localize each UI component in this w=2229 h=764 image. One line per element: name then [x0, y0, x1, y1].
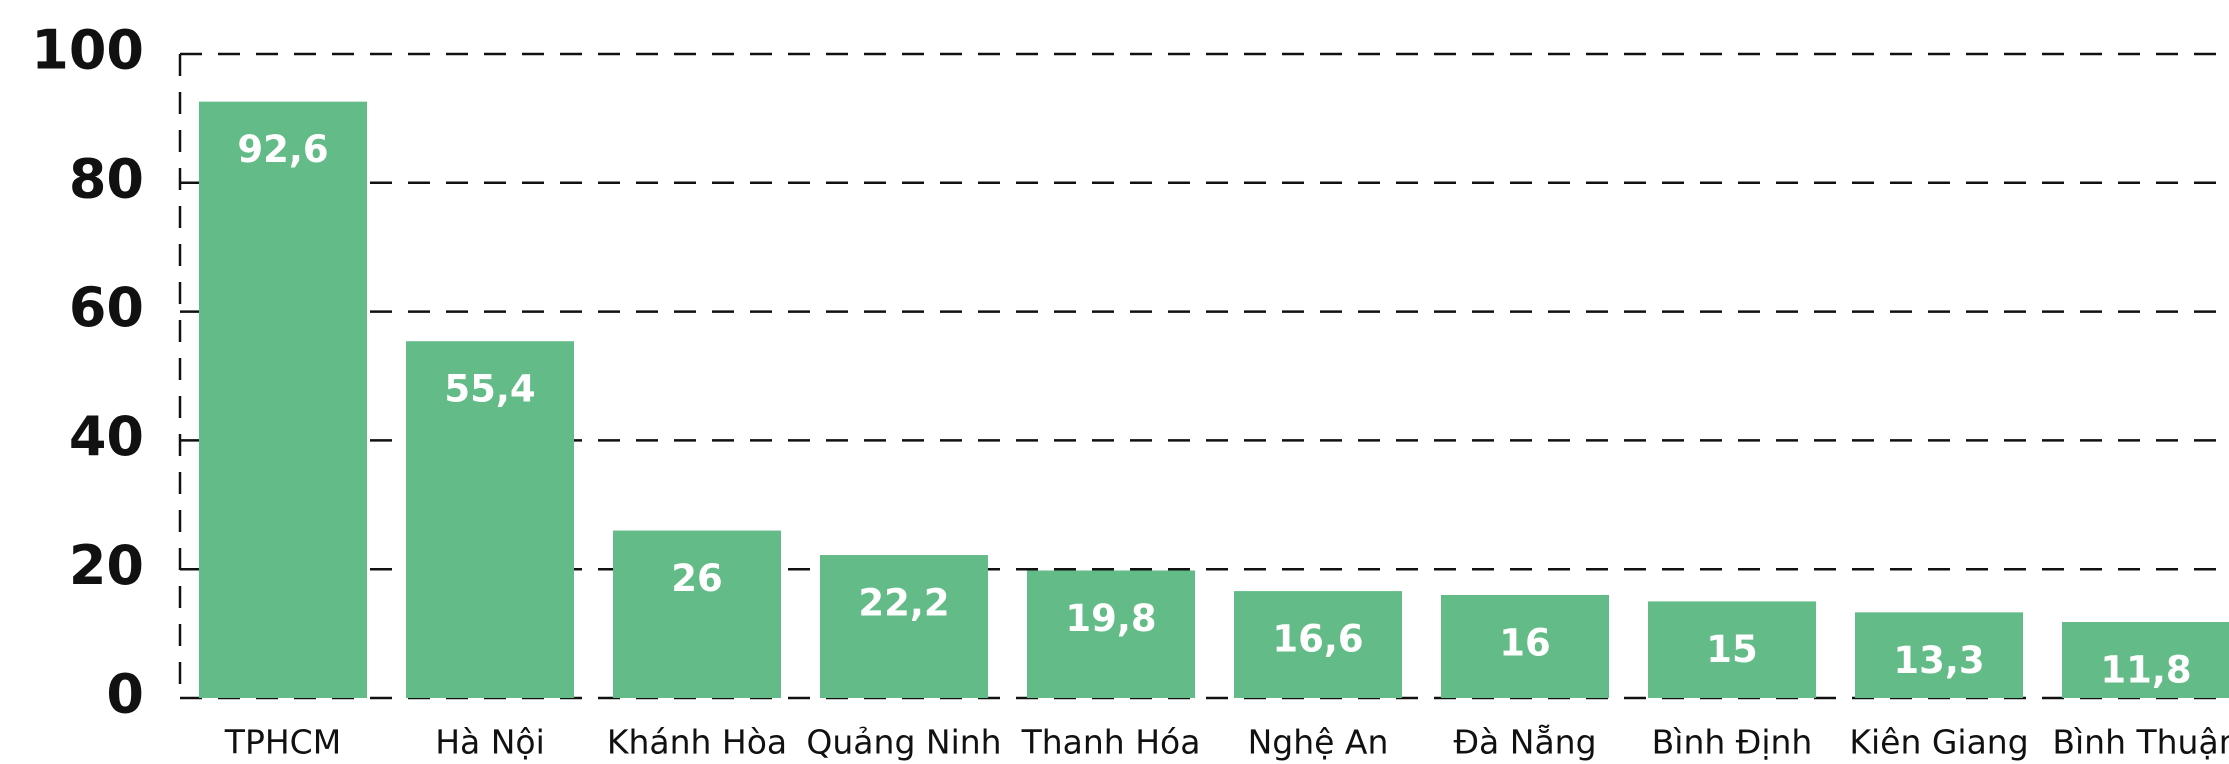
x-tick-label: Quảng Ninh: [806, 723, 1001, 762]
value-label: 11,8: [2100, 649, 2191, 692]
bar: [406, 341, 574, 698]
x-tick-label: Khánh Hòa: [607, 723, 787, 762]
x-tick-label: Bình Thuận: [2052, 723, 2229, 762]
bar: [1441, 594, 1609, 698]
y-tick-label: 80: [69, 147, 144, 210]
value-label: 16: [1499, 621, 1551, 664]
value-label: 16,6: [1272, 618, 1363, 661]
bar: [1648, 601, 1816, 698]
y-tick-label: 60: [69, 276, 144, 339]
bar: [1027, 570, 1195, 698]
value-label: 13,3: [1893, 639, 1984, 682]
x-tick-label: Kiên Giang: [1849, 723, 2028, 762]
y-tick-label: 40: [69, 405, 144, 468]
x-tick-label: Nghệ An: [1248, 723, 1389, 762]
bar: [199, 101, 367, 698]
bar: [820, 555, 988, 698]
bar: [1234, 591, 1402, 698]
x-tick-label: Bình Định: [1652, 723, 1813, 762]
value-label: 22,2: [858, 582, 949, 625]
value-label: 19,8: [1065, 597, 1156, 640]
x-tick-label: Đà Nẵng: [1453, 723, 1596, 762]
bar: [613, 530, 781, 698]
value-label: 26: [671, 557, 723, 600]
value-label: 15: [1706, 628, 1758, 671]
x-tick-label: TPHCM: [224, 723, 341, 762]
y-tick-label: 20: [69, 534, 144, 597]
bar: [1855, 612, 2023, 698]
value-label: 55,4: [444, 368, 535, 411]
value-label: 92,6: [237, 128, 328, 171]
x-tick-label: Hà Nội: [435, 723, 545, 762]
x-tick-label: Thanh Hóa: [1021, 723, 1201, 762]
y-tick-label: 0: [106, 663, 144, 726]
bar: [2062, 622, 2229, 698]
y-tick-label: 100: [31, 19, 144, 82]
